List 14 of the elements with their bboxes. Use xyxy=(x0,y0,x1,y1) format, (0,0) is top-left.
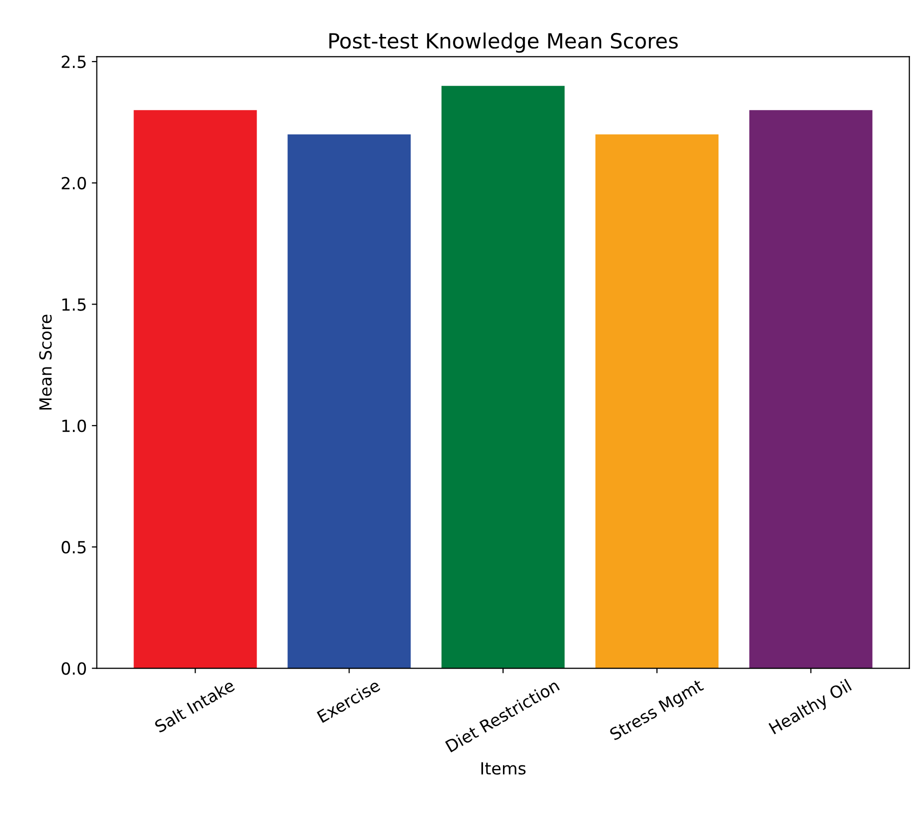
y-tick-label: 2.5 xyxy=(62,56,86,68)
bar xyxy=(749,110,872,668)
y-tick-label: 0.0 xyxy=(62,662,86,675)
y-axis-title: Mean Score xyxy=(39,314,52,410)
y-tick-label: 1.0 xyxy=(62,420,86,432)
y-tick-label: 0.5 xyxy=(62,540,86,554)
x-axis-title: Items xyxy=(481,762,526,775)
bar xyxy=(595,134,719,668)
y-tick-label: 2.0 xyxy=(62,176,86,190)
bar xyxy=(442,86,565,668)
y-tick-label: 1.5 xyxy=(62,298,86,311)
bar xyxy=(134,110,257,668)
bar xyxy=(288,134,411,668)
chart-title: Post-test Knowledge Mean Scores xyxy=(329,32,678,53)
